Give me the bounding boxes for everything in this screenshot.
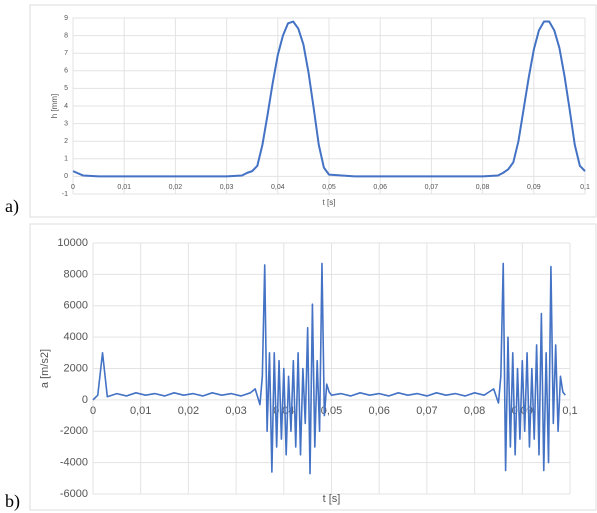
y-tick-label: 8000	[64, 268, 88, 280]
x-tick-label: 0,05	[321, 405, 342, 417]
x-axis-title: t [s]	[323, 493, 341, 505]
x-tick-label: 0,01	[117, 184, 131, 191]
x-tick-label: 0,05	[322, 184, 336, 191]
panel-label: b)	[5, 491, 20, 512]
x-tick-label: 0,07	[425, 184, 439, 191]
x-tick-label: 0,03	[220, 184, 234, 191]
x-tick-label: 0,1	[562, 405, 577, 417]
x-tick-label: 0,02	[169, 184, 183, 191]
y-tick-label: 0	[64, 173, 68, 180]
y-tick-label: 2	[64, 138, 68, 145]
y-tick-label: -6000	[60, 488, 88, 500]
y-tick-label: -2000	[60, 425, 88, 437]
x-tick-label: 0,08	[464, 405, 485, 417]
x-tick-label: 0	[71, 184, 75, 191]
y-axis-title: h [mm]	[50, 94, 59, 118]
x-tick-label: 0,06	[373, 184, 387, 191]
y-tick-label: 7	[64, 50, 68, 57]
x-tick-label: 0,09	[527, 184, 541, 191]
panel-a	[29, 4, 597, 218]
x-tick-label: 0,03	[225, 405, 246, 417]
y-axis-title: a [m/s2]	[39, 349, 51, 388]
y-tick-label: 6	[64, 68, 68, 75]
y-tick-label: 4	[64, 103, 68, 110]
y-tick-label: 0	[82, 394, 88, 406]
y-tick-label: -1	[62, 191, 68, 198]
y-tick-label: 10000	[57, 237, 88, 249]
data-line	[72, 20, 586, 178]
x-tick-label: 0,08	[476, 184, 490, 191]
x-tick-label: 0,04	[271, 184, 285, 191]
y-tick-label: 3	[64, 120, 68, 127]
panel-label: a)	[5, 196, 19, 217]
y-tick-label: 5	[64, 85, 68, 92]
x-tick-label: 0	[90, 405, 96, 417]
x-tick-label: 0,06	[368, 405, 389, 417]
data-line	[92, 262, 566, 475]
x-tick-label: 0,02	[178, 405, 199, 417]
y-tick-label: 2000	[64, 362, 88, 374]
x-tick-label: 0,07	[416, 405, 437, 417]
y-tick-label: 8	[64, 32, 68, 39]
y-tick-label: 6000	[64, 300, 88, 312]
y-tick-label: 9	[64, 15, 68, 22]
x-tick-label: 0,1	[580, 184, 590, 191]
x-axis-title: t [s]	[323, 198, 336, 207]
y-tick-label: 1	[64, 156, 68, 163]
x-tick-label: 0,01	[130, 405, 151, 417]
y-tick-label: -4000	[60, 457, 88, 469]
y-tick-label: 4000	[64, 331, 88, 343]
